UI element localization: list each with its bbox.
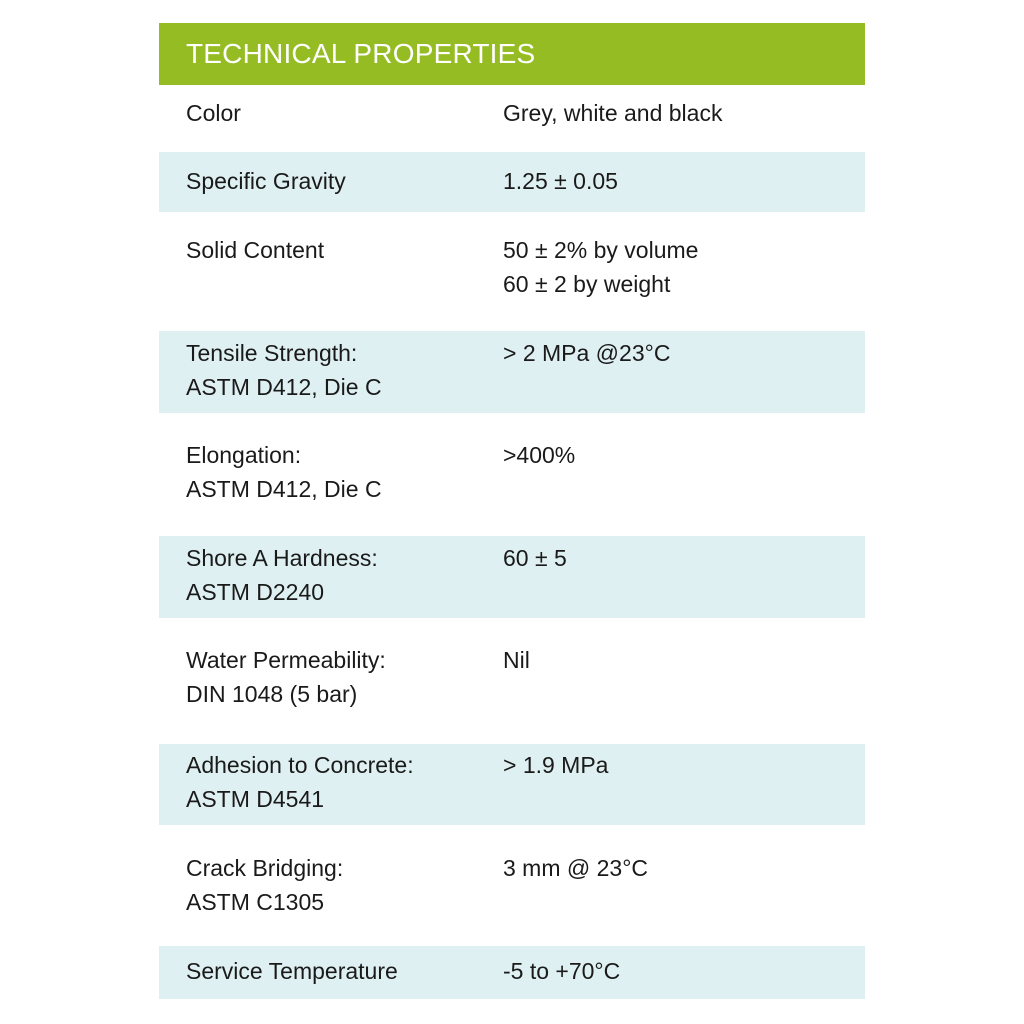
table-row-shore-a-hardness: Shore A Hardness: ASTM D2240 60 ± 5 (159, 536, 865, 618)
property-label: Adhesion to Concrete: ASTM D4541 (186, 752, 414, 812)
property-value: 50 ± 2% by volume 60 ± 2 by weight (503, 237, 699, 297)
property-label: Specific Gravity (186, 168, 346, 194)
property-value: 1.25 ± 0.05 (503, 168, 618, 194)
table-title: TECHNICAL PROPERTIES (186, 38, 536, 69)
property-value: >400% (503, 442, 576, 468)
table-row-adhesion-to-concrete: Adhesion to Concrete: ASTM D4541 > 1.9 M… (159, 744, 865, 825)
property-label: Shore A Hardness: ASTM D2240 (186, 545, 378, 605)
table-row-solid-content: Solid Content 50 ± 2% by volume 60 ± 2 b… (159, 212, 865, 331)
table-row-water-permeability: Water Permeability: DIN 1048 (5 bar) Nil (159, 618, 865, 744)
property-label: Service Temperature (186, 958, 398, 984)
table-row-color: Color Grey, white and black (159, 85, 865, 152)
table-row-elongation: Elongation: ASTM D412, Die C >400% (159, 413, 865, 536)
property-value: > 1.9 MPa (503, 752, 609, 778)
property-label: Color (186, 100, 241, 126)
table-row-tensile-strength: Tensile Strength: ASTM D412, Die C > 2 M… (159, 331, 865, 413)
property-value: Nil (503, 647, 530, 673)
table-row-service-temperature: Service Temperature -5 to +70°C (159, 946, 865, 999)
table-header: TECHNICAL PROPERTIES (159, 23, 865, 85)
property-label: Elongation: ASTM D412, Die C (186, 442, 382, 502)
table-row-specific-gravity: Specific Gravity 1.25 ± 0.05 (159, 152, 865, 212)
property-value: > 2 MPa @23°C (503, 340, 671, 366)
property-value: -5 to +70°C (503, 958, 621, 984)
property-label: Crack Bridging: ASTM C1305 (186, 855, 344, 915)
property-value: 3 mm @ 23°C (503, 855, 649, 881)
technical-properties-table: TECHNICAL PROPERTIES Color Grey, white a… (159, 23, 865, 999)
table-row-crack-bridging: Crack Bridging: ASTM C1305 3 mm @ 23°C (159, 825, 865, 946)
property-label: Tensile Strength: ASTM D412, Die C (186, 340, 382, 400)
property-label: Solid Content (186, 237, 325, 263)
property-value: 60 ± 5 (503, 545, 567, 571)
property-value: Grey, white and black (503, 100, 723, 126)
property-label: Water Permeability: DIN 1048 (5 bar) (186, 647, 386, 707)
